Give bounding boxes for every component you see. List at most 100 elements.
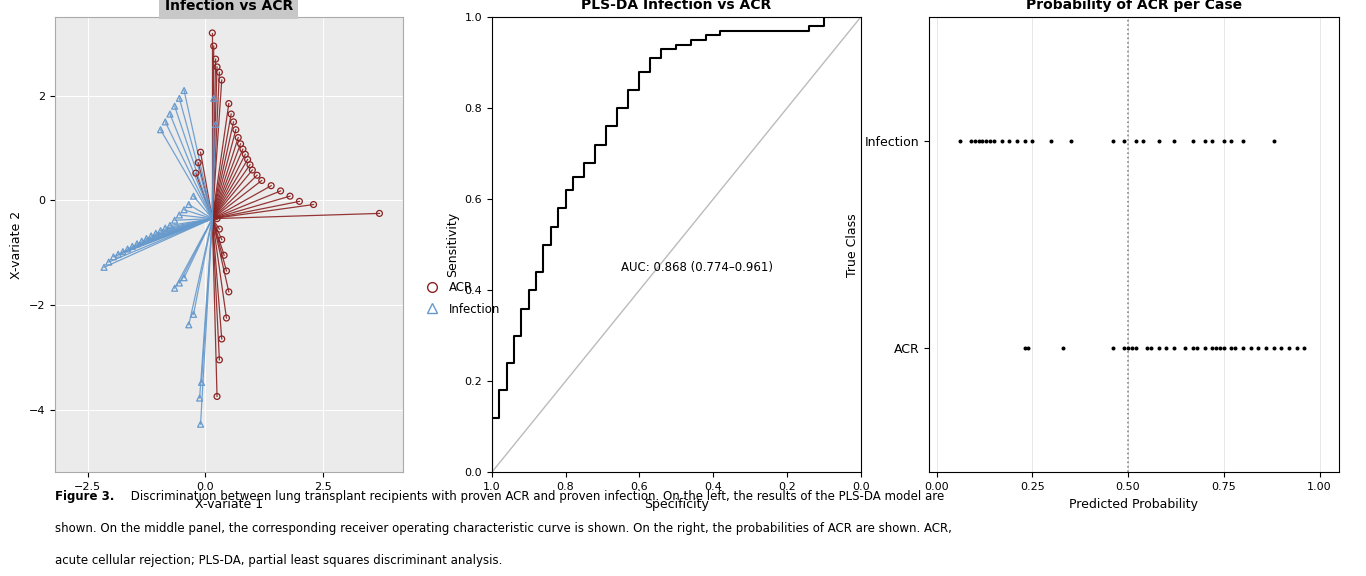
Point (1213, 344, 1235, 353)
Point (1102, 344, 1124, 353)
Point (183, 310, 205, 319)
Point (1162, 137, 1184, 146)
Point (202, 41, 224, 51)
Point (1285, 344, 1307, 353)
Point (93, 263, 115, 272)
Point (189, 393, 210, 403)
Point (279, 192, 301, 201)
Point (1232, 137, 1254, 146)
Point (98, 257, 120, 267)
Point (1201, 344, 1223, 353)
Point (217, 99, 239, 108)
Title: Probability of ACR per Case: Probability of ACR per Case (1026, 0, 1242, 12)
Point (183, 192, 205, 201)
Y-axis label: True Class: True Class (846, 213, 859, 276)
Point (206, 62, 228, 71)
Point (960, 137, 982, 146)
Point (1132, 137, 1154, 146)
Title: Infection vs ACR: Infection vs ACR (165, 0, 292, 13)
Point (209, 225, 231, 234)
Point (112, 247, 134, 256)
Point (223, 118, 245, 127)
Point (1186, 344, 1208, 353)
Point (141, 232, 163, 241)
Point (1220, 344, 1242, 353)
Point (178, 200, 199, 209)
Point (1205, 344, 1227, 353)
Point (1213, 137, 1235, 146)
Point (971, 137, 993, 146)
Point (190, 419, 212, 429)
Point (1147, 344, 1169, 353)
Point (213, 251, 235, 260)
Point (1018, 344, 1040, 353)
Point (1102, 137, 1124, 146)
Point (164, 215, 186, 225)
Point (984, 137, 1005, 146)
Text: Figure 3.: Figure 3. (55, 490, 113, 503)
Point (261, 181, 283, 190)
Text: AUC: 0.868 (0.774–0.961): AUC: 0.868 (0.774–0.961) (620, 261, 773, 274)
Point (1247, 344, 1269, 353)
Point (1137, 344, 1158, 353)
Text: shown. On the middle panel, the corresponding receiver operating characteristic : shown. On the middle panel, the correspo… (55, 522, 952, 536)
Point (239, 160, 261, 169)
Point (191, 378, 213, 387)
Point (168, 278, 190, 287)
Point (184, 169, 206, 178)
Title: PLS-DA Infection vs ACR: PLS-DA Infection vs ACR (581, 0, 772, 12)
Point (210, 75, 232, 85)
Point (232, 145, 254, 154)
Point (964, 137, 986, 146)
Point (1022, 137, 1044, 146)
Point (205, 55, 227, 64)
Point (216, 266, 238, 275)
Point (168, 94, 190, 103)
Text: acute cellular rejection; PLS-DA, partial least squares discriminant analysis.: acute cellular rejection; PLS-DA, partia… (55, 554, 503, 567)
Point (1279, 344, 1300, 353)
Point (1182, 137, 1203, 146)
Point (116, 244, 138, 253)
Point (154, 223, 176, 233)
Point (1220, 137, 1242, 146)
Point (1124, 344, 1146, 353)
Point (990, 137, 1012, 146)
Point (164, 283, 186, 293)
Point (251, 176, 273, 185)
Point (206, 392, 228, 401)
Point (158, 109, 180, 119)
Point (1141, 344, 1162, 353)
Point (1060, 137, 1082, 146)
Point (1294, 344, 1315, 353)
Point (1117, 344, 1139, 353)
Point (1005, 137, 1027, 146)
Point (190, 147, 212, 157)
Point (1240, 344, 1262, 353)
X-axis label: Predicted Probability: Predicted Probability (1070, 498, 1198, 510)
Point (145, 229, 167, 238)
Point (131, 237, 153, 246)
Point (1041, 137, 1063, 146)
Point (1224, 344, 1246, 353)
Point (288, 197, 310, 206)
Point (1262, 137, 1284, 146)
Point (229, 139, 251, 149)
Point (178, 320, 199, 329)
Point (242, 165, 264, 175)
Point (369, 209, 391, 218)
X-axis label: Specificity: Specificity (643, 498, 709, 510)
Point (210, 334, 232, 343)
Point (1014, 344, 1035, 353)
Point (206, 214, 228, 223)
Point (1255, 344, 1277, 353)
Point (209, 355, 231, 365)
Point (1156, 344, 1177, 353)
Point (1162, 344, 1184, 353)
Y-axis label: X-variate 2: X-variate 2 (10, 211, 23, 279)
Legend: ACR, Infection: ACR, Infection (415, 276, 505, 320)
Point (209, 67, 231, 77)
Point (999, 137, 1020, 146)
Point (1201, 137, 1223, 146)
Point (220, 109, 242, 119)
Point (979, 137, 1001, 146)
